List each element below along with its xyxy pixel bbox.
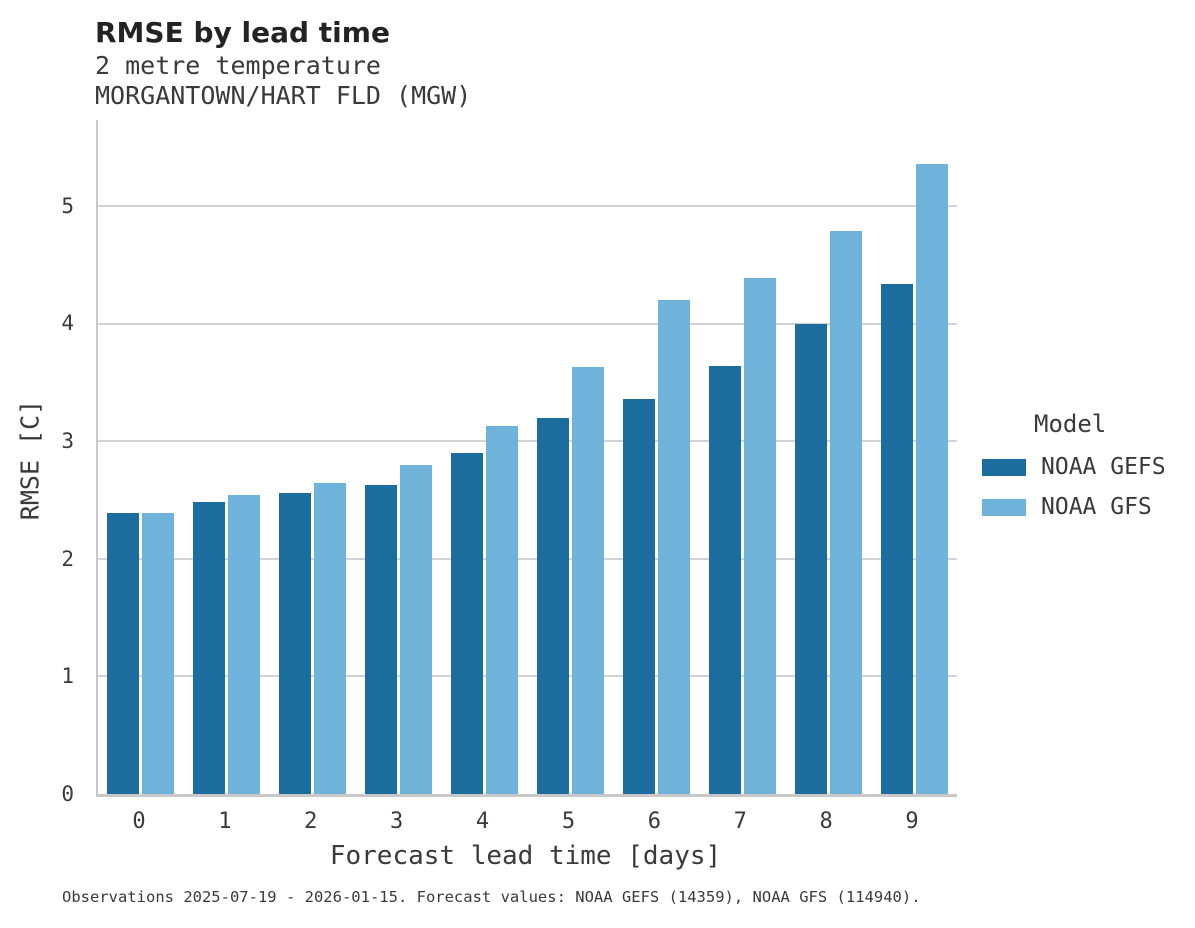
bar-noaa-gefs-lead-2 — [279, 492, 312, 794]
chart-subtitle-station: MORGANTOWN/HART FLD (MGW) — [95, 81, 472, 110]
bar-group-lead-6 — [613, 120, 699, 794]
gridline-y-4 — [98, 322, 957, 325]
bar-noaa-gfs-lead-7 — [743, 277, 776, 794]
gridline-y-1 — [98, 675, 957, 678]
bar-group-lead-8 — [785, 120, 871, 794]
x-tick-label-3: 3 — [390, 809, 404, 834]
bar-group-lead-9 — [871, 120, 957, 794]
legend: Model NOAA GEFS NOAA GFS — [982, 408, 1166, 520]
legend-entry-gfs: NOAA GFS — [982, 494, 1166, 520]
bar-noaa-gfs-lead-1 — [228, 495, 261, 794]
bar-noaa-gefs-lead-4 — [451, 452, 484, 794]
x-tick-label-4: 4 — [475, 809, 490, 834]
y-tick-label-0: 0 — [61, 782, 74, 806]
y-tick-label-3: 3 — [61, 429, 74, 454]
plot-area — [96, 120, 957, 797]
bar-noaa-gfs-lead-0 — [142, 512, 175, 794]
bar-noaa-gefs-lead-5 — [536, 417, 569, 794]
x-tick-label-9: 9 — [905, 809, 919, 834]
bar-noaa-gefs-lead-3 — [365, 484, 398, 794]
legend-entry-gefs: NOAA GEFS — [982, 454, 1166, 480]
bar-noaa-gefs-lead-8 — [794, 323, 827, 794]
y-tick-label-5: 5 — [61, 193, 74, 218]
bar-noaa-gefs-lead-7 — [708, 365, 741, 794]
bar-group-lead-2 — [270, 120, 356, 794]
bar-group-lead-1 — [184, 120, 270, 794]
bar-group-lead-7 — [699, 120, 785, 794]
legend-swatch-gfs-icon — [982, 498, 1026, 516]
caption-text: Observations 2025-07-19 - 2026-01-15. Fo… — [62, 888, 921, 906]
gridline-y-2 — [98, 557, 957, 560]
y-tick-label-2: 2 — [61, 546, 74, 571]
bar-group-lead-3 — [356, 120, 442, 794]
x-tick-label-8: 8 — [819, 809, 833, 834]
y-tick-label-4: 4 — [61, 311, 74, 336]
bar-group-lead-0 — [98, 120, 184, 794]
legend-label-gefs: NOAA GEFS — [1041, 454, 1166, 480]
legend-label-gfs: NOAA GFS — [1041, 494, 1152, 520]
x-tick-label-1: 1 — [218, 809, 232, 834]
x-axis-label: Forecast lead time [days] — [329, 841, 722, 871]
bar-noaa-gfs-lead-6 — [657, 299, 690, 794]
x-tick-label-0: 0 — [132, 809, 146, 834]
x-tick-label-6: 6 — [647, 809, 661, 834]
x-axis-ticks: 0 1 2 3 4 5 6 7 8 9 — [96, 809, 955, 834]
gridline-y-3 — [98, 440, 957, 443]
bar-noaa-gfs-lead-3 — [400, 464, 433, 794]
bar-noaa-gefs-lead-6 — [622, 398, 655, 794]
y-tick-label-1: 1 — [61, 664, 74, 689]
bar-noaa-gefs-lead-0 — [107, 512, 140, 794]
bar-noaa-gefs-lead-1 — [193, 502, 226, 794]
gridline-y-5 — [98, 204, 957, 207]
bar-noaa-gfs-lead-5 — [571, 367, 604, 794]
legend-title: Model — [1034, 410, 1107, 438]
bar-noaa-gfs-lead-9 — [915, 163, 948, 794]
bar-noaa-gfs-lead-2 — [314, 483, 347, 794]
bar-noaa-gefs-lead-9 — [880, 283, 913, 794]
legend-swatch-gefs-icon — [982, 458, 1026, 476]
x-tick-label-5: 5 — [561, 809, 576, 834]
x-tick-label-7: 7 — [733, 809, 747, 834]
chart-title: RMSE by lead time — [95, 16, 390, 49]
y-axis-ticks: 0 1 2 3 4 5 — [30, 120, 74, 806]
chart-subtitle-variable: 2 metre temperature — [95, 51, 381, 80]
bar-noaa-gfs-lead-8 — [829, 230, 862, 794]
bar-group-lead-5 — [528, 120, 614, 794]
x-tick-label-2: 2 — [304, 809, 318, 834]
bar-noaa-gfs-lead-4 — [486, 425, 519, 794]
bar-group-lead-4 — [442, 120, 528, 794]
